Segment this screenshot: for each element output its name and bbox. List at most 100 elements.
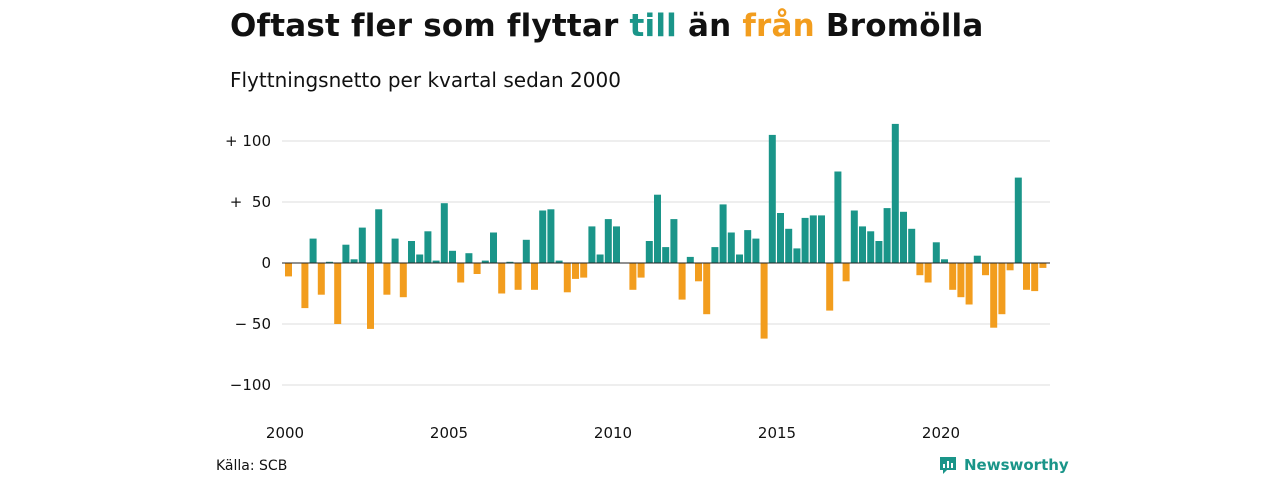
chart-title: Oftast fler som flyttar till än från Bro… <box>230 8 984 44</box>
bar <box>686 256 694 263</box>
bar <box>391 238 399 263</box>
bar <box>588 226 596 263</box>
bar <box>736 254 743 263</box>
bar <box>399 263 407 298</box>
bar <box>768 134 776 263</box>
bar <box>957 263 965 298</box>
bar <box>342 244 350 263</box>
bar <box>875 241 883 263</box>
bar <box>867 231 875 263</box>
bar <box>1031 263 1039 292</box>
bar <box>1039 263 1047 268</box>
bar <box>990 263 998 328</box>
title-word-in: till <box>629 8 677 44</box>
bar <box>883 208 891 263</box>
bar <box>859 226 866 263</box>
bar <box>891 123 899 264</box>
bar <box>654 194 661 263</box>
bar <box>334 263 342 324</box>
gridlines <box>282 140 1050 386</box>
bar <box>924 263 932 283</box>
bar <box>481 260 489 263</box>
bar <box>932 242 940 263</box>
bar <box>678 263 686 300</box>
bar <box>818 215 825 263</box>
y-tick-label: − 50 <box>235 315 271 333</box>
title-part-3: Bromölla <box>814 8 984 44</box>
bar <box>834 171 842 263</box>
y-axis-ticks: + 100 + 50 0 − 50 −100 <box>225 132 271 394</box>
bar <box>580 263 588 278</box>
bar <box>604 219 612 263</box>
bar <box>408 241 415 263</box>
bar <box>645 241 653 263</box>
bar <box>801 217 809 263</box>
bar <box>965 263 973 305</box>
bar <box>998 263 1006 315</box>
bars <box>285 123 1047 339</box>
bar <box>637 263 645 278</box>
y-tick-label: + 50 <box>230 193 271 211</box>
bar <box>760 263 768 339</box>
bar <box>375 209 383 263</box>
bar <box>498 263 506 294</box>
bar <box>424 231 432 263</box>
bar <box>547 209 555 263</box>
bar <box>662 247 670 263</box>
bar <box>809 215 817 263</box>
title-part-2: än <box>676 8 743 44</box>
bar <box>695 263 702 282</box>
bar <box>449 250 456 263</box>
bar <box>326 261 333 263</box>
bar <box>317 263 325 295</box>
bar <box>982 263 989 276</box>
bar <box>465 253 473 263</box>
y-tick-label: −100 <box>230 376 271 394</box>
bar <box>719 204 727 263</box>
source-note: Källa: SCB <box>216 458 288 474</box>
bar <box>350 259 358 263</box>
bar <box>416 254 424 263</box>
bar <box>777 213 784 263</box>
bar <box>457 263 465 283</box>
bar <box>440 203 448 263</box>
bar <box>744 230 752 263</box>
bar <box>514 263 522 290</box>
newsworthy-logo-icon <box>940 457 956 474</box>
bar <box>703 263 711 315</box>
bar <box>941 259 948 263</box>
x-tick-label: 2020 <box>922 424 960 442</box>
bar <box>432 260 440 263</box>
brand-name: Newsworthy <box>964 456 1069 474</box>
bar <box>555 260 563 263</box>
bar <box>850 210 858 263</box>
bar <box>285 263 292 277</box>
x-tick-label: 2015 <box>758 424 796 442</box>
bar <box>367 263 374 329</box>
x-tick-label: 2010 <box>594 424 632 442</box>
bar <box>785 228 793 263</box>
bar <box>539 210 547 263</box>
bar <box>531 263 538 290</box>
newsworthy-brand[interactable]: Newsworthy <box>938 455 1069 475</box>
bar <box>973 255 981 263</box>
bar <box>1023 263 1030 290</box>
bar <box>301 263 309 309</box>
title-part-1: Oftast fler som flyttar <box>230 8 630 44</box>
bar <box>572 263 579 279</box>
bar <box>908 228 916 263</box>
bar <box>842 263 850 282</box>
bar <box>563 263 571 293</box>
bar <box>490 232 497 263</box>
bar <box>506 261 514 263</box>
bar <box>522 239 530 263</box>
y-tick-label: + 100 <box>225 132 271 150</box>
bar <box>793 248 801 263</box>
x-tick-label: 2000 <box>266 424 304 442</box>
x-axis-ticks: 2000 2005 2010 2015 2020 <box>266 424 960 442</box>
bar <box>727 232 735 263</box>
bar <box>613 226 620 263</box>
bar <box>1014 177 1022 263</box>
bar <box>916 263 924 276</box>
